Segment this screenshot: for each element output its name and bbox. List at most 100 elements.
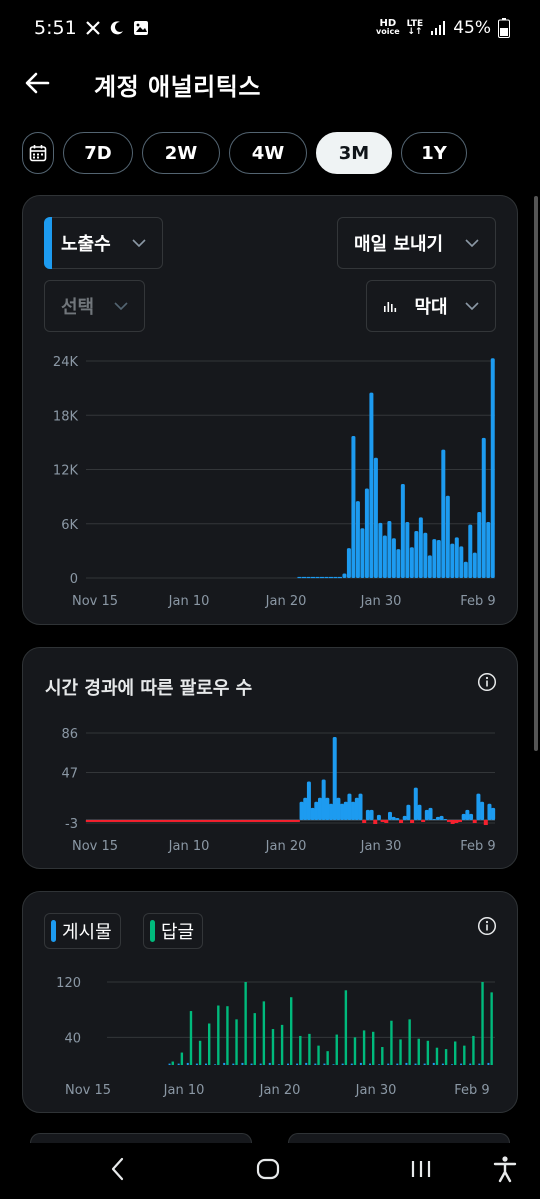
x-tick-label: Jan 30 [360, 839, 402, 854]
negative-bar [281, 819, 286, 822]
negative-bar [130, 819, 135, 822]
bar [310, 807, 315, 820]
negative-bar [262, 819, 267, 822]
bar-replies [463, 1045, 466, 1065]
bar [418, 517, 423, 578]
range-7d[interactable]: 7D [63, 132, 133, 174]
range-3m[interactable]: 3M [316, 132, 392, 174]
negative-bar [259, 819, 264, 822]
bar-posts [232, 1063, 235, 1065]
bar [439, 815, 444, 820]
chart-type-dropdown[interactable]: 막대 [366, 280, 496, 332]
bar [469, 813, 474, 820]
compare-dropdown[interactable]: 선택 [44, 280, 145, 332]
app-header: 계정 애널리틱스 [0, 56, 540, 118]
bar [454, 537, 459, 578]
negative-bar [277, 819, 282, 822]
bar-replies [271, 1029, 275, 1065]
bar-replies [208, 1023, 211, 1065]
legend-posts-swatch [51, 920, 56, 942]
y-tick-label: 120 [56, 976, 81, 991]
negative-bar [457, 819, 462, 822]
bar [461, 813, 466, 820]
bar [491, 807, 496, 820]
y-tick-label: 24K [53, 355, 79, 370]
bar-posts [223, 1062, 226, 1065]
metric-color-bar [44, 217, 52, 269]
bar-posts [268, 1062, 271, 1065]
bar-replies [372, 1031, 375, 1065]
bar-replies [189, 1011, 193, 1065]
bar [435, 816, 440, 820]
bar-posts [314, 1063, 317, 1065]
bar [360, 528, 365, 578]
bar [382, 535, 387, 578]
bar [342, 573, 347, 578]
bar [476, 793, 481, 820]
bar [424, 809, 429, 820]
bar [445, 495, 450, 578]
bar [365, 809, 370, 820]
range-4w[interactable]: 4W [229, 132, 307, 174]
negative-bar [211, 819, 216, 822]
bar-posts [487, 1062, 490, 1065]
negative-bar [163, 819, 168, 822]
negative-bar [225, 819, 230, 822]
bar [413, 787, 418, 820]
battery-icon [498, 18, 510, 38]
bar-chart-icon [384, 302, 397, 312]
negative-bar [384, 819, 389, 823]
nav-recents-icon[interactable] [406, 1154, 436, 1184]
bar [321, 779, 326, 820]
negative-bar [362, 819, 367, 823]
negative-bar [446, 819, 451, 822]
bar-posts [177, 1063, 180, 1065]
impressions-card: 노출수 매일 보내기 선택 막대 24K 18K 12K 6K 0 Nov 15 Jan 1… [22, 195, 518, 625]
bar [428, 807, 433, 820]
scrollbar[interactable] [534, 196, 538, 751]
bar-replies [362, 1030, 366, 1065]
bar-posts [396, 1063, 399, 1065]
bar [427, 555, 432, 578]
x-tick-label: Feb 9 [460, 839, 495, 854]
bar-posts [359, 1062, 362, 1065]
negative-bar [177, 819, 182, 822]
negative-bar [141, 819, 146, 822]
bar [443, 818, 448, 820]
metric-dropdown[interactable]: 노출수 [44, 217, 163, 269]
bar-replies [344, 990, 348, 1065]
legend-posts[interactable]: 게시물 [44, 913, 121, 949]
back-arrow-icon[interactable] [22, 68, 52, 98]
negative-bar [284, 819, 289, 822]
negative-bar [107, 819, 112, 822]
bar-replies [308, 1033, 311, 1065]
negative-bar [214, 819, 219, 822]
range-1y[interactable]: 1Y [401, 132, 467, 174]
calendar-button[interactable] [22, 132, 54, 174]
legend-replies[interactable]: 답글 [143, 913, 204, 949]
chevron-down-icon [465, 302, 479, 310]
chevron-down-icon [132, 239, 146, 247]
nav-home-icon[interactable] [253, 1154, 283, 1184]
y-tick-label: 18K [53, 409, 79, 424]
info-icon[interactable] [477, 916, 497, 936]
bar [405, 521, 410, 578]
info-icon[interactable] [477, 672, 497, 692]
bar [387, 521, 392, 578]
x-tick-label: Jan 20 [265, 839, 307, 854]
posts-replies-card: 게시물 답글 120 40 Nov 15 Jan 10 Jan 20 Jan 30 Feb … [22, 891, 518, 1113]
bar [376, 814, 381, 820]
export-dropdown[interactable]: 매일 보내기 [337, 217, 496, 269]
range-2w[interactable]: 2W [142, 132, 220, 174]
accessibility-icon[interactable] [490, 1154, 520, 1184]
negative-bar [472, 819, 477, 823]
negative-bar [273, 819, 278, 822]
bar-posts [378, 1064, 381, 1065]
negative-bar [89, 819, 94, 822]
x-tick-label: Nov 15 [72, 594, 118, 609]
y-tick-label: -3 [65, 817, 78, 832]
negative-bar [203, 819, 208, 822]
negative-bar [137, 819, 142, 822]
nav-back-icon[interactable] [104, 1154, 134, 1184]
bar-replies [253, 1013, 256, 1065]
